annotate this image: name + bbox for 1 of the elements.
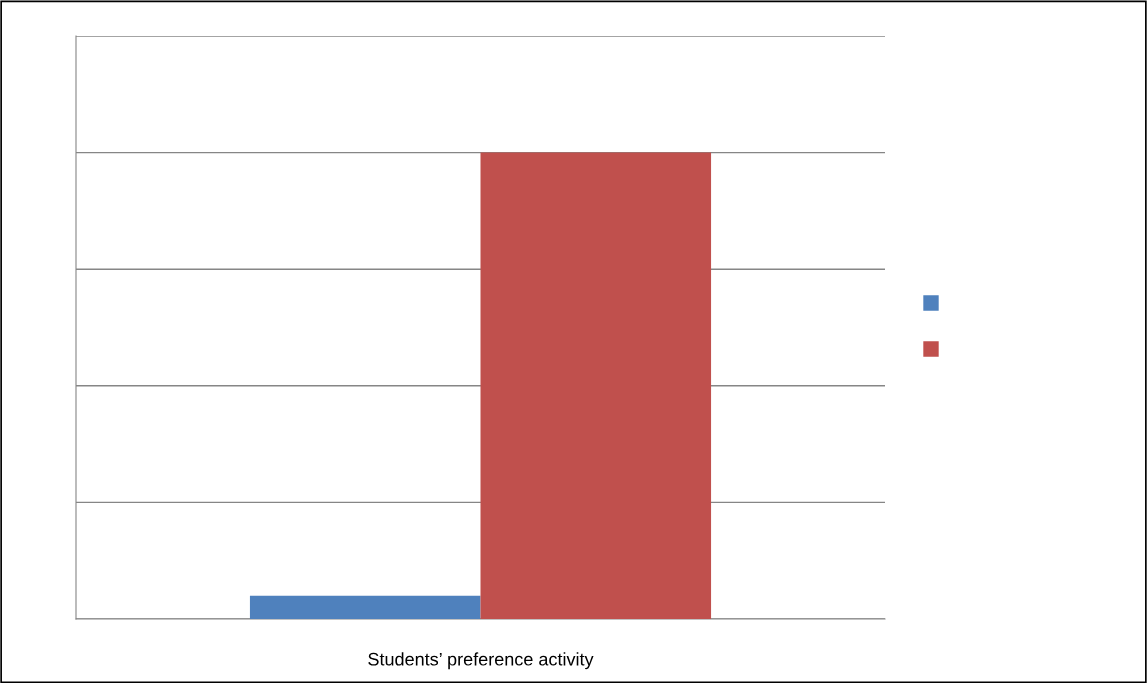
x-axis-title: Students’ preference activity [368, 652, 594, 670]
